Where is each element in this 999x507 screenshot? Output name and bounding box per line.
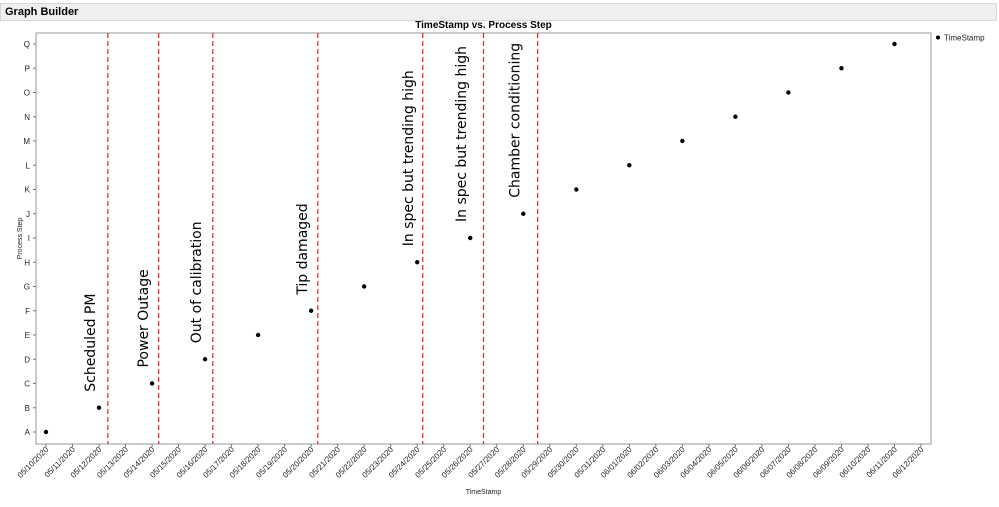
y-tick-label: L xyxy=(26,161,31,170)
y-tick-label: O xyxy=(24,89,30,98)
y-tick-label: B xyxy=(25,404,30,413)
annotation-label: Chamber conditioning xyxy=(507,43,523,198)
data-point xyxy=(839,66,844,71)
x-axis-label: TimeStamp xyxy=(466,489,502,496)
y-tick-label: K xyxy=(25,186,31,195)
legend-marker xyxy=(936,35,940,40)
plot-frame xyxy=(35,32,932,445)
data-point xyxy=(574,187,579,192)
y-tick-label: C xyxy=(24,380,30,389)
chart-title: TimeStamp vs. Process Step xyxy=(415,20,552,31)
graph-builder-header: Graph Builder xyxy=(0,3,997,21)
data-point xyxy=(468,235,473,241)
y-tick-label: P xyxy=(25,64,30,73)
data-point xyxy=(786,90,791,95)
y-axis-label: Process Step xyxy=(17,218,24,260)
data-point xyxy=(202,357,208,362)
annotation-label: Scheduled PM xyxy=(83,294,99,392)
y-tick-label: F xyxy=(25,307,30,316)
reference-lines xyxy=(107,33,539,444)
data-point xyxy=(627,163,632,168)
data-point xyxy=(415,260,420,265)
legend-label: TimeStamp xyxy=(944,34,985,43)
annotations: Scheduled PM Power Outage Out of calibrati… xyxy=(83,43,523,392)
legend: TimeStamp xyxy=(936,34,985,43)
annotation-label: Out of calibration xyxy=(189,221,205,343)
data-point xyxy=(361,284,367,289)
y-tick-label: H xyxy=(24,258,30,267)
annotation-label: In spec but trending high xyxy=(401,70,417,246)
data-points xyxy=(43,41,897,435)
y-tick-label: E xyxy=(25,331,30,340)
data-point xyxy=(149,381,155,386)
y-tick-label: G xyxy=(24,283,30,292)
annotation-label: Power Outage xyxy=(136,269,152,367)
data-point xyxy=(43,429,49,435)
y-tick-label: Q xyxy=(24,40,30,49)
y-tick-label: M xyxy=(23,137,30,146)
y-axis: A B C D E F G H I J K L M N O P Q xyxy=(23,40,36,437)
data-point xyxy=(521,211,526,216)
annotation-label: In spec but trending high xyxy=(454,46,470,222)
x-axis: 05/10/202005/11/202005/12/202005/13/2020… xyxy=(16,444,926,480)
data-point xyxy=(680,138,685,144)
y-tick-label: D xyxy=(24,355,30,364)
y-tick-label: N xyxy=(24,113,30,122)
window-title: Graph Builder xyxy=(5,6,79,18)
annotation-label: Tip damaged xyxy=(295,203,311,295)
y-tick-label: I xyxy=(28,234,30,243)
y-tick-label: A xyxy=(25,428,31,437)
data-point xyxy=(892,41,897,47)
data-point xyxy=(255,332,261,338)
data-point xyxy=(96,405,102,410)
data-point xyxy=(733,114,738,119)
data-point xyxy=(308,308,314,313)
y-tick-label: J xyxy=(26,210,30,219)
